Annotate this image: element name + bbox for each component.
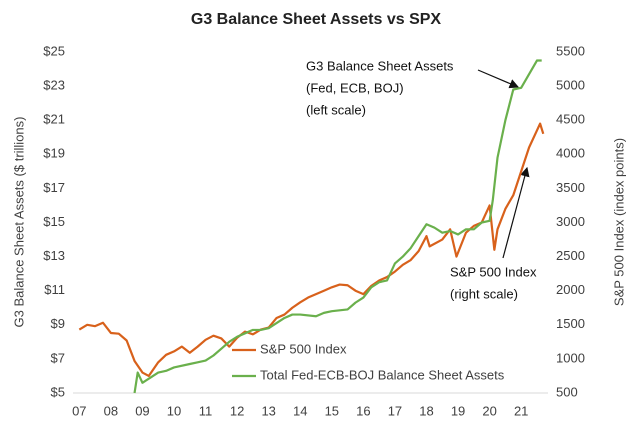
y-tick-label: $13	[43, 248, 65, 263]
y2-tick-label: 2500	[556, 248, 585, 263]
x-tick-label: 18	[419, 403, 433, 418]
y-tick-label: $19	[43, 146, 65, 161]
x-tick-label: 16	[356, 403, 370, 418]
x-tick-label: 15	[325, 403, 339, 418]
legend-label: Total Fed-ECB-BOJ Balance Sheet Assets	[260, 367, 505, 382]
annotation-arrow	[502, 166, 530, 259]
annotation-arrow	[477, 69, 520, 89]
y2-tick-label: 4000	[556, 146, 585, 161]
y2-tick-label: 4500	[556, 112, 585, 127]
y-tick-label: $21	[43, 112, 65, 127]
y2-tick-label: 2000	[556, 282, 585, 297]
x-tick-label: 07	[72, 403, 86, 418]
x-tick-label: 11	[199, 403, 213, 418]
y2-tick-label: 5500	[556, 43, 585, 58]
y-tick-label: $11	[44, 282, 65, 297]
y-tick-label: $23	[43, 78, 65, 93]
plot-area	[78, 59, 545, 394]
y-axis-title: G3 Balance Sheet Assets ($ trillions)	[11, 117, 26, 328]
y2-tick-label: 5000	[556, 78, 585, 93]
x-tick-label: 20	[482, 403, 496, 418]
x-tick-label: 12	[230, 403, 244, 418]
y2-tick-label: 3500	[556, 180, 585, 195]
series-line	[133, 59, 542, 394]
y-tick-label: $17	[43, 180, 65, 195]
y-tick-label: $7	[51, 350, 65, 365]
chart-title: G3 Balance Sheet Assets vs SPX	[191, 11, 442, 28]
annotation-text: G3 Balance Sheet Assets	[306, 58, 454, 73]
x-tick-label: 09	[135, 403, 149, 418]
legend-label: S&P 500 Index	[260, 341, 347, 356]
y2-axis-title: S&P 500 Index (index points)	[611, 138, 626, 306]
x-tick-label: 21	[514, 403, 528, 418]
x-tick-label: 19	[451, 403, 465, 418]
annotation-text: (Fed, ECB, BOJ)	[306, 80, 404, 95]
y2-tick-label: 1000	[556, 350, 585, 365]
y2-tick-label: 1500	[556, 316, 585, 331]
x-tick-label: 17	[388, 403, 402, 418]
y-tick-label: $25	[43, 43, 65, 58]
x-tick-label: 08	[104, 403, 118, 418]
annotation-text: (right scale)	[450, 286, 518, 301]
y2-tick-label: 3000	[556, 214, 585, 229]
y-tick-label: $15	[43, 214, 65, 229]
annotation-text: S&P 500 Index	[450, 264, 537, 279]
x-tick-label: 14	[293, 403, 307, 418]
y-tick-label: $5	[51, 384, 65, 399]
annotation-text: (left scale)	[306, 102, 366, 117]
series-line	[78, 122, 545, 378]
y-tick-label: $9	[51, 316, 65, 331]
y2-tick-label: 500	[556, 384, 578, 399]
x-tick-label: 10	[167, 403, 181, 418]
x-tick-label: 13	[261, 403, 275, 418]
